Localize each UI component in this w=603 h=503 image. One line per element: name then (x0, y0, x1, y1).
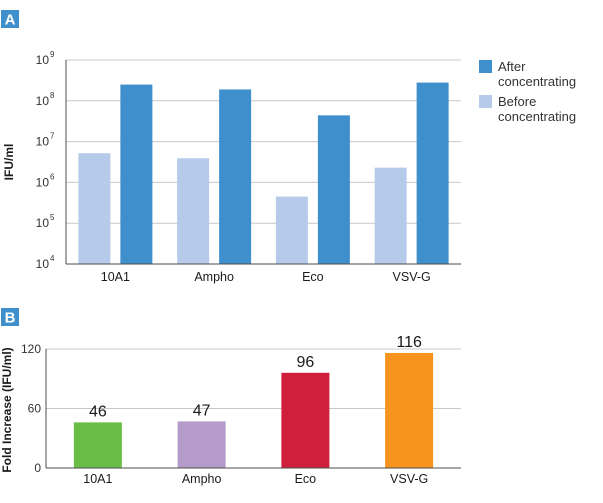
panel-a-y-tick-exponent: 8 (50, 91, 55, 100)
panel-b-chart: 46 47 96 116 0 60 120 10A1 Ampho Eco VSV-G Fold … (0, 334, 461, 486)
panel-a-legend-label: concentrating (498, 109, 576, 124)
panel-b-badge-box (1, 308, 19, 326)
panel-a-x-ticks: 10A1 Ampho Eco VSV-G (101, 270, 431, 284)
panel-a-legend-swatch (479, 60, 492, 73)
panel-b-x-tick-label: 10A1 (83, 472, 112, 486)
panel-a-y-tick-exponent: 5 (50, 213, 55, 222)
panel-a-letter: A (5, 12, 16, 29)
panel-a-y-tick-label: 10 (36, 53, 50, 67)
panel-a-y-tick-exponent: 9 (50, 50, 55, 59)
panel-a-bar-after-ampho (219, 89, 252, 264)
panel-b-data-label: 96 (296, 354, 314, 371)
panel-a-bar-before-eco (275, 196, 308, 264)
panel-a-y-tick-exponent: 6 (50, 172, 55, 181)
panel-a-bar-after-vsv-g (416, 82, 449, 264)
panel-a-y-tick-label: 10 (36, 135, 50, 149)
panel-b-y-tick-label: 60 (28, 402, 42, 416)
panel-b-y-tick-label: 120 (21, 342, 41, 356)
panel-a-y-tick-label: 10 (36, 216, 50, 230)
panel-a-bars (78, 82, 449, 264)
panel-b-bar-ampho (177, 421, 226, 468)
panel-b-bar-vsv-g (385, 352, 434, 468)
panel-b-x-tick-label: Eco (295, 472, 317, 486)
panel-a-y-tick-exponent: 7 (50, 132, 55, 141)
panel-a-legend-label: Before (498, 94, 536, 109)
panel-a-x-tick-label: Ampho (194, 270, 234, 284)
panel-a-bar-after-10a1 (120, 84, 153, 264)
panel-a-bar-after-eco (317, 115, 350, 264)
panel-b-data-label: 46 (89, 403, 107, 420)
panel-a-y-tick-label: 10 (36, 175, 50, 189)
panel-b-bar-eco (281, 372, 330, 468)
panel-a-y-tick-exponent: 4 (50, 254, 55, 263)
panel-b-y-tick-label: 0 (34, 461, 41, 475)
panel-a-legend-label: concentrating (498, 74, 576, 89)
panel-a-bar-before-ampho (177, 158, 210, 264)
panel-a-y-axis-label: IFU/ml (2, 144, 16, 181)
panel-b-y-axis-label: Fold Increase (IFU/ml) (0, 347, 14, 472)
panel-b-y-ticks: 0 60 120 (21, 342, 41, 475)
panel-a-bar-before-vsv-g (374, 167, 407, 264)
panel-a-badge: A (1, 10, 19, 29)
panel-a-legend-swatch (479, 95, 492, 108)
panel-a-y-tick-label: 10 (36, 257, 50, 271)
panel-b-letter: B (5, 310, 16, 327)
panel-a-badge-box (1, 10, 19, 28)
panel-b-x-tick-label: VSV-G (390, 472, 428, 486)
panel-b-x-tick-label: Ampho (182, 472, 222, 486)
panel-b-bars: 46 47 96 116 (73, 334, 434, 468)
panel-a-x-tick-label: 10A1 (101, 270, 130, 284)
panel-a-x-tick-label: Eco (302, 270, 324, 284)
panel-a-bar-before-10a1 (78, 153, 111, 264)
panel-b-data-label: 116 (396, 334, 422, 351)
panel-a-legend-label: After (498, 59, 526, 74)
panel-b-x-ticks: 10A1 Ampho Eco VSV-G (83, 472, 428, 486)
panel-a-x-tick-label: VSV-G (393, 270, 431, 284)
panel-b-badge: B (1, 308, 19, 327)
panel-a-y-tick-label: 10 (36, 94, 50, 108)
panel-b-bar-10a1 (73, 422, 122, 468)
panel-b-data-label: 47 (193, 402, 211, 419)
